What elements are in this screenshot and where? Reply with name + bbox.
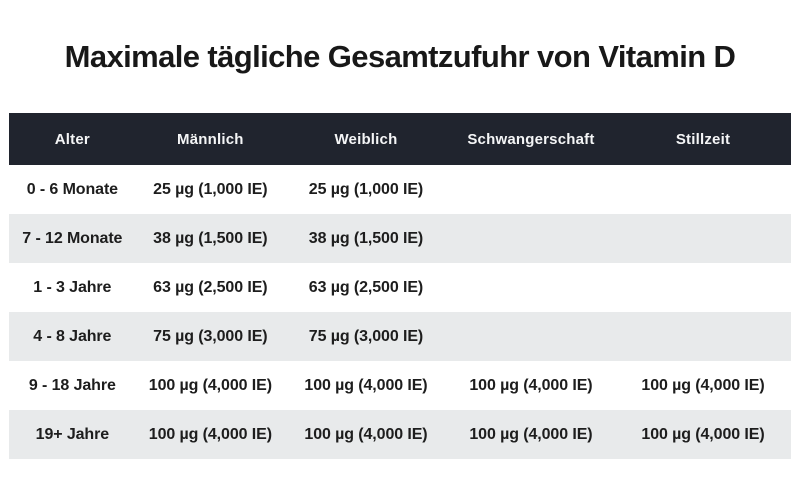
cell-pregnancy-value: 100 µg (4,000 IE) bbox=[469, 376, 593, 394]
table-row-0-6-monate: 0 - 6 Monate 25 µg (1,000 IE) 25 µg (1,0… bbox=[9, 165, 791, 214]
cell-pregnancy-value: 100 µg (4,000 IE) bbox=[469, 425, 593, 443]
column-header-schwangerschaft: Schwangerschaft bbox=[467, 130, 595, 148]
cell-female-value: 75 µg (3,000 IE) bbox=[308, 327, 424, 345]
cell-age: 4 - 8 Jahre bbox=[33, 327, 112, 345]
table-row-9-18-jahre: 9 - 18 Jahre 100 µg (4,000 IE) 100 µg (4… bbox=[9, 361, 791, 410]
cell-female-value: 100 µg (4,000 IE) bbox=[304, 425, 428, 443]
cell-female-value: 63 µg (2,500 IE) bbox=[308, 278, 424, 296]
vitamin-d-table: Alter Männlich Weiblich Schwangerschaft … bbox=[9, 113, 791, 459]
cell-lactation-value: 100 µg (4,000 IE) bbox=[641, 376, 765, 394]
column-header-stillzeit: Stillzeit bbox=[675, 130, 731, 148]
cell-age: 0 - 6 Monate bbox=[26, 180, 118, 198]
cell-age: 9 - 18 Jahre bbox=[28, 376, 116, 394]
column-header-maennlich: Männlich bbox=[177, 130, 244, 148]
cell-male-value: 100 µg (4,000 IE) bbox=[148, 425, 272, 443]
table-row-7-12-monate: 7 - 12 Monate 38 µg (1,500 IE) 38 µg (1,… bbox=[9, 214, 791, 263]
cell-female-value: 25 µg (1,000 IE) bbox=[308, 180, 424, 198]
column-header-weiblich: Weiblich bbox=[334, 130, 398, 148]
cell-age: 7 - 12 Monate bbox=[22, 229, 123, 247]
table-row-4-8-jahre: 4 - 8 Jahre 75 µg (3,000 IE) 75 µg (3,00… bbox=[9, 312, 791, 361]
column-header-alter: Alter bbox=[54, 130, 90, 148]
table-header-row: Alter Männlich Weiblich Schwangerschaft … bbox=[9, 113, 791, 165]
cell-male-value: 100 µg (4,000 IE) bbox=[148, 376, 272, 394]
cell-male-value: 63 µg (2,500 IE) bbox=[153, 278, 268, 296]
cell-age: 1 - 3 Jahre bbox=[33, 278, 112, 296]
cell-male-value: 25 µg (1,000 IE) bbox=[153, 180, 268, 198]
cell-lactation-value: 100 µg (4,000 IE) bbox=[641, 425, 765, 443]
cell-male-value: 38 µg (1,500 IE) bbox=[153, 229, 268, 247]
cell-female-value: 38 µg (1,500 IE) bbox=[308, 229, 424, 247]
cell-female-value: 100 µg (4,000 IE) bbox=[304, 376, 428, 394]
page-title: Maximale tägliche Gesamtzufuhr von Vitam… bbox=[64, 38, 736, 74]
table-row-19plus-jahre: 19+ Jahre 100 µg (4,000 IE) 100 µg (4,00… bbox=[9, 410, 791, 459]
table-row-1-3-jahre: 1 - 3 Jahre 63 µg (2,500 IE) 63 µg (2,50… bbox=[9, 263, 791, 312]
title-area: Maximale tägliche Gesamtzufuhr von Vitam… bbox=[0, 0, 800, 113]
cell-male-value: 75 µg (3,000 IE) bbox=[153, 327, 268, 345]
cell-age: 19+ Jahre bbox=[35, 425, 110, 443]
